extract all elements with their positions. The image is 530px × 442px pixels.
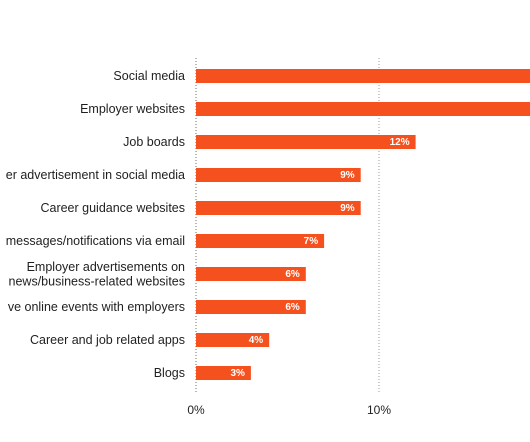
value-label-3: 9%: [340, 170, 355, 181]
bar-6: [196, 267, 306, 281]
bar-9: [196, 366, 251, 380]
category-label-7: ve online events with employers: [8, 300, 185, 314]
value-label-2: 12%: [390, 137, 410, 148]
bar-8: [196, 333, 270, 347]
category-label-line: Employer advertisements on: [27, 260, 185, 274]
category-label-8: Career and job related apps: [30, 333, 185, 347]
bar-2: [196, 135, 416, 149]
category-label-0: Social media: [113, 69, 185, 83]
value-label-9: 3%: [230, 368, 245, 379]
x-tick-label-0: 0%: [187, 403, 205, 417]
category-label-1: Employer websites: [80, 102, 185, 116]
value-label-5: 7%: [304, 236, 319, 247]
category-label-4: Career guidance websites: [40, 201, 185, 215]
category-label-9: Blogs: [154, 366, 185, 380]
bar-0: [196, 69, 530, 83]
bar-5: [196, 234, 325, 248]
bar-3: [196, 168, 361, 182]
value-label-7: 6%: [285, 302, 300, 313]
bar-4: [196, 201, 361, 215]
x-tick-label-1: 10%: [367, 403, 391, 417]
value-label-8: 4%: [249, 335, 264, 346]
category-label-3: er advertisement in social media: [6, 168, 185, 182]
category-label-5: messages/notifications via email: [6, 234, 185, 248]
value-label-4: 9%: [340, 203, 355, 214]
category-label-6: Employer advertisements on news/business-…: [9, 260, 186, 289]
category-label-2: Job boards: [123, 135, 185, 149]
category-label-line: news/business-related websites: [9, 275, 185, 289]
bar-7: [196, 300, 306, 314]
value-label-6: 6%: [285, 269, 300, 280]
bar-1: [196, 102, 530, 116]
